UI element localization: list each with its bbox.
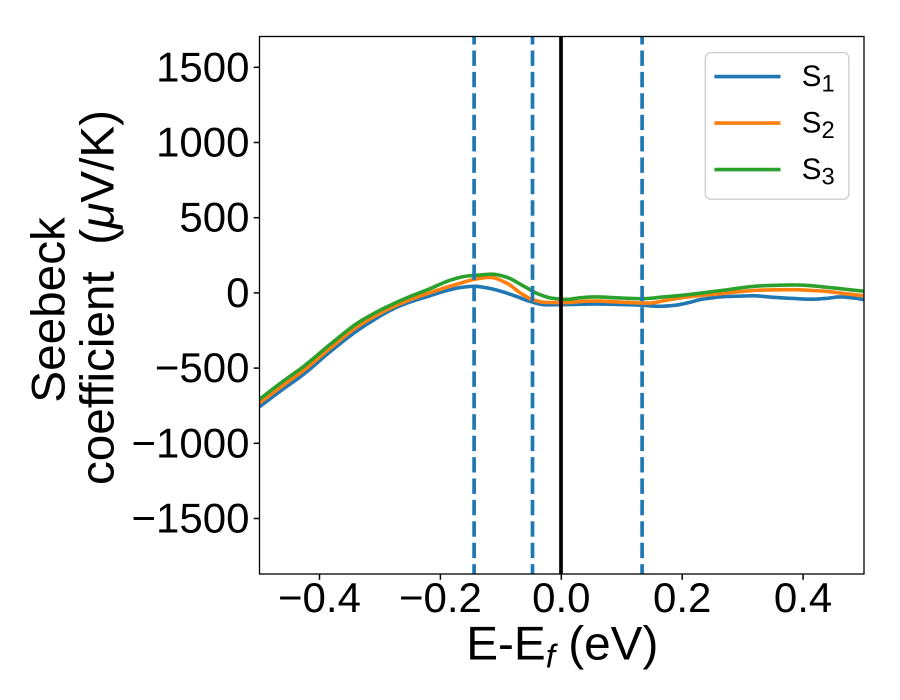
svg-text:0.0: 0.0 [532, 574, 590, 621]
svg-text:0.2: 0.2 [653, 574, 711, 621]
svg-text:500: 500 [179, 194, 249, 241]
svg-text:1500: 1500 [156, 43, 249, 90]
svg-text:Seebeck: Seebeck [23, 217, 76, 403]
svg-text:−0.2: −0.2 [399, 574, 482, 621]
svg-text:E-Ef (eV): E-Ef (eV) [466, 618, 658, 676]
svg-text:−500: −500 [155, 344, 250, 391]
svg-text:−1500: −1500 [132, 495, 250, 542]
svg-text:coefficient (μV/K): coefficient (μV/K) [71, 110, 124, 485]
svg-text:−1000: −1000 [132, 419, 250, 466]
svg-text:1000: 1000 [156, 119, 249, 166]
svg-text:−0.4: −0.4 [278, 574, 361, 621]
svg-text:0.4: 0.4 [774, 574, 832, 621]
svg-text:0: 0 [226, 269, 249, 316]
